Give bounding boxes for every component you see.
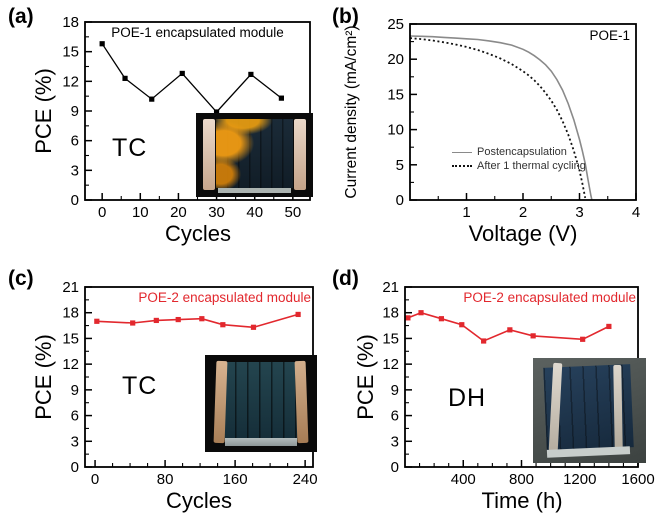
panel-c-plot: 0 80 160 240 0 3 6 9 12 15 18 21 — [62, 279, 318, 488]
svg-text:9: 9 — [391, 382, 399, 399]
svg-text:1600: 1600 — [621, 471, 654, 488]
svg-text:15: 15 — [62, 44, 79, 61]
panel-c: 0 80 160 240 0 3 6 9 12 15 18 21 (c) POE-2 encapsul… — [0, 264, 330, 527]
module-photo-inset-c — [205, 355, 317, 452]
svg-text:12: 12 — [382, 356, 399, 373]
svg-text:0: 0 — [98, 204, 106, 221]
svg-text:40: 40 — [246, 204, 263, 221]
panel-a-label: (a) — [8, 5, 34, 28]
svg-text:6: 6 — [71, 408, 79, 425]
panel-b: 1 2 3 4 0 5 10 15 20 25 (b) POE-1 Postencapsulati… — [330, 0, 658, 264]
svg-text:9: 9 — [71, 103, 79, 120]
svg-text:10: 10 — [132, 204, 149, 221]
svg-text:50: 50 — [284, 204, 301, 221]
panel-a-title: POE-1 encapsulated module — [111, 25, 284, 40]
svg-text:3: 3 — [71, 162, 79, 179]
svg-text:25: 25 — [387, 16, 404, 33]
svg-text:4: 4 — [632, 204, 640, 221]
svg-text:0: 0 — [71, 459, 79, 476]
svg-text:1: 1 — [462, 204, 470, 221]
panel-c-xaxis-title: Cycles — [165, 488, 232, 513]
panel-b-plot: 1 2 3 4 0 5 10 15 20 25 — [387, 16, 640, 221]
panel-c-title: POE-2 encapsulated module — [138, 290, 311, 305]
svg-text:12: 12 — [62, 73, 79, 90]
svg-text:21: 21 — [382, 279, 399, 296]
module-photo-a-right-electrode — [294, 119, 306, 190]
panel-d: 400 800 1200 1600 0 3 6 9 12 15 18 21 (d) POE-2 enc… — [330, 264, 658, 527]
panel-b-yaxis-title: Current density (mA/cm²) — [343, 25, 360, 199]
svg-text:15: 15 — [382, 330, 399, 347]
panel-b-title: POE-1 — [589, 28, 630, 43]
svg-text:0: 0 — [396, 192, 404, 209]
panel-a-xaxis-title: Cycles — [164, 221, 231, 246]
svg-text:2: 2 — [519, 204, 527, 221]
legend-label-after-thermal-cycling: After 1 thermal cycling — [477, 160, 586, 172]
legend-entry-after-thermal-cycling: After 1 thermal cycling — [452, 159, 586, 173]
module-photo-a-bottom-strip — [218, 188, 291, 193]
svg-text:20: 20 — [170, 204, 187, 221]
svg-text:6: 6 — [391, 408, 399, 425]
svg-text:21: 21 — [62, 279, 79, 296]
panel-a-yaxis-title: PCE (%) — [31, 68, 56, 154]
svg-text:3: 3 — [575, 204, 583, 221]
panel-b-xaxis-title: Voltage (V) — [468, 221, 578, 246]
svg-text:10: 10 — [387, 122, 404, 139]
svg-text:400: 400 — [451, 471, 476, 488]
svg-text:6: 6 — [71, 133, 79, 150]
svg-text:18: 18 — [62, 14, 79, 31]
panel-a-condition-label: TC — [112, 134, 148, 162]
svg-text:0: 0 — [71, 192, 79, 209]
panel-a: 0 10 20 30 40 50 0 3 6 9 12 15 18 (a) POE-1 encapsul… — [0, 0, 330, 264]
svg-text:20: 20 — [387, 51, 404, 68]
panel-c-yaxis-title: PCE (%) — [31, 334, 56, 420]
panel-d-plot: 400 800 1200 1600 0 3 6 9 12 15 18 21 — [382, 279, 654, 488]
panel-d-condition-label: DH — [448, 384, 487, 412]
svg-text:0: 0 — [91, 471, 99, 488]
panel-b-legend: Postencapsulation After 1 thermal cyclin… — [452, 145, 586, 173]
solid-line-swatch — [452, 151, 472, 153]
svg-text:160: 160 — [223, 471, 248, 488]
svg-text:5: 5 — [396, 157, 404, 174]
svg-text:15: 15 — [62, 330, 79, 347]
svg-text:1200: 1200 — [563, 471, 596, 488]
module-photo-d-right-electrode — [613, 364, 623, 450]
svg-text:15: 15 — [387, 86, 404, 103]
svg-text:18: 18 — [382, 305, 399, 322]
svg-text:800: 800 — [509, 471, 534, 488]
svg-text:0: 0 — [391, 459, 399, 476]
module-photo-c-right-electrode — [294, 360, 309, 444]
dotted-line-swatch — [452, 165, 472, 167]
legend-label-postencapsulation: Postencapsulation — [477, 146, 567, 158]
svg-text:240: 240 — [293, 471, 318, 488]
panel-d-title: POE-2 encapsulated module — [463, 290, 636, 305]
module-photo-c-cell-area — [223, 362, 299, 440]
module-photo-a-cell-area — [216, 119, 293, 188]
svg-text:18: 18 — [62, 305, 79, 322]
module-photo-inset-d — [533, 358, 646, 463]
svg-text:3: 3 — [391, 433, 399, 450]
legend-entry-postencapsulation: Postencapsulation — [452, 145, 586, 159]
module-photo-inset-a — [196, 113, 313, 197]
panel-d-xaxis-title: Time (h) — [481, 488, 563, 513]
panel-b-label: (b) — [332, 5, 359, 28]
module-photo-a-left-electrode — [203, 119, 215, 190]
svg-text:9: 9 — [71, 382, 79, 399]
panel-c-condition-label: TC — [122, 372, 158, 400]
module-photo-c-bottom-strip — [225, 438, 297, 446]
panel-c-label: (c) — [8, 267, 34, 290]
svg-text:12: 12 — [62, 356, 79, 373]
panel-d-yaxis-title: PCE (%) — [353, 334, 378, 420]
svg-text:80: 80 — [157, 471, 174, 488]
svg-text:3: 3 — [71, 433, 79, 450]
svg-text:30: 30 — [208, 204, 225, 221]
panel-d-label: (d) — [332, 267, 359, 290]
